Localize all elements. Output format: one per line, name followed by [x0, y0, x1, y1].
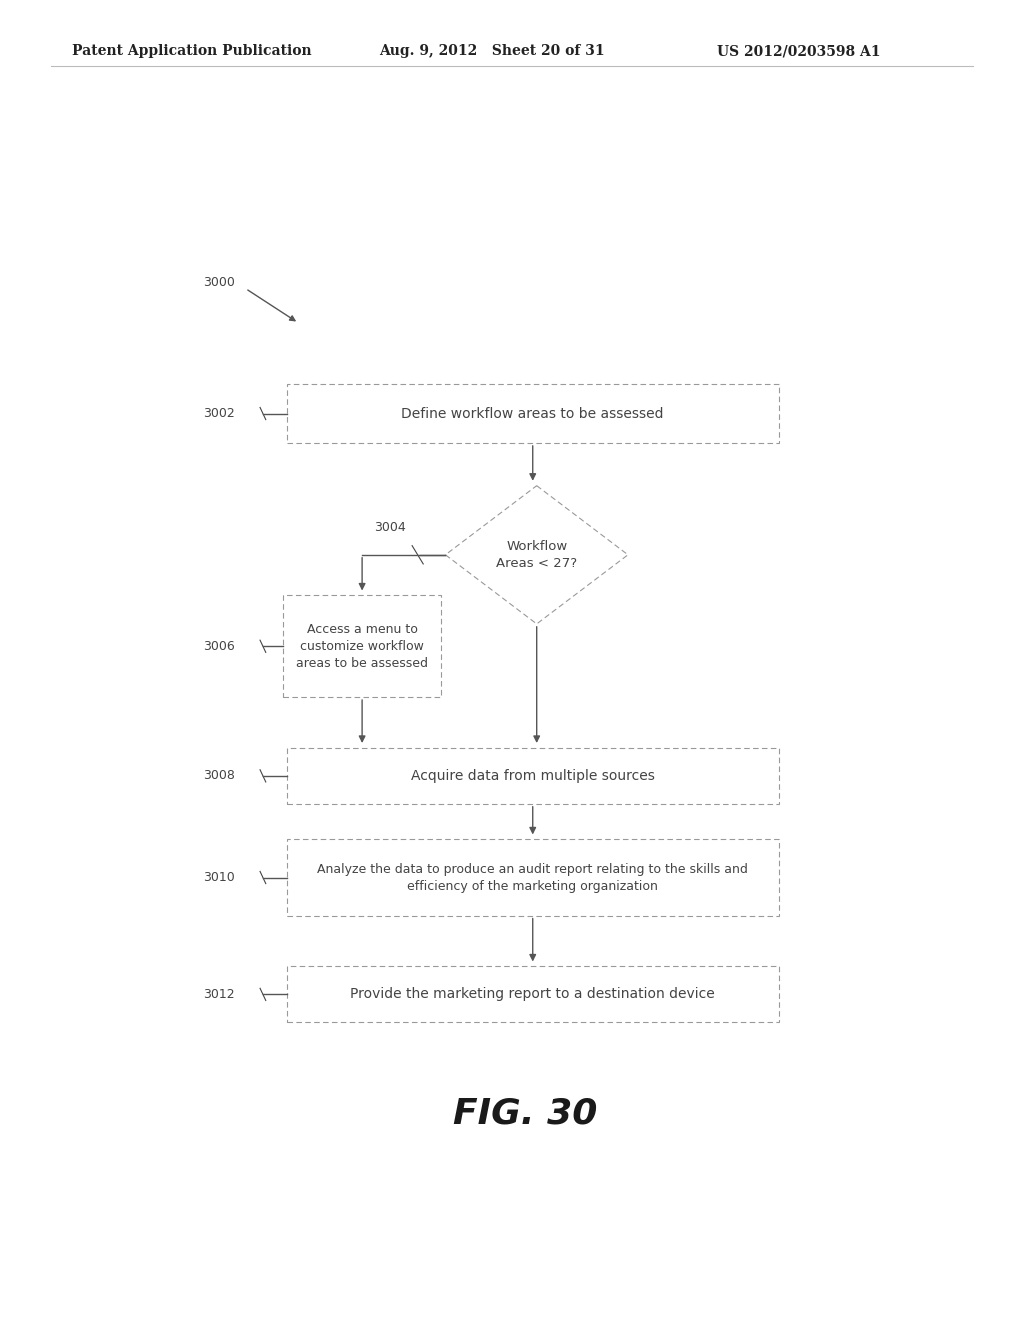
Text: FIG. 30: FIG. 30 — [453, 1097, 597, 1131]
Polygon shape — [445, 486, 628, 624]
Text: Patent Application Publication: Patent Application Publication — [72, 45, 311, 58]
Text: Provide the marketing report to a destination device: Provide the marketing report to a destin… — [350, 987, 715, 1002]
Text: Workflow
Areas < 27?: Workflow Areas < 27? — [497, 540, 578, 570]
Text: 3012: 3012 — [204, 987, 236, 1001]
Text: Acquire data from multiple sources: Acquire data from multiple sources — [411, 768, 654, 783]
Text: Define workflow areas to be assessed: Define workflow areas to be assessed — [401, 407, 664, 421]
FancyBboxPatch shape — [287, 966, 779, 1022]
FancyBboxPatch shape — [287, 840, 779, 916]
Text: Access a menu to
customize workflow
areas to be assessed: Access a menu to customize workflow area… — [296, 623, 428, 669]
Text: 3000: 3000 — [204, 276, 236, 289]
Text: Analyze the data to produce an audit report relating to the skills and
efficienc: Analyze the data to produce an audit rep… — [317, 862, 749, 892]
Text: US 2012/0203598 A1: US 2012/0203598 A1 — [717, 45, 881, 58]
Text: Aug. 9, 2012   Sheet 20 of 31: Aug. 9, 2012 Sheet 20 of 31 — [379, 45, 604, 58]
Text: 3006: 3006 — [204, 640, 236, 653]
FancyBboxPatch shape — [283, 595, 441, 697]
FancyBboxPatch shape — [287, 384, 779, 444]
Text: 3004: 3004 — [374, 520, 406, 533]
FancyBboxPatch shape — [287, 748, 779, 804]
Text: 3010: 3010 — [204, 871, 236, 884]
Text: 3002: 3002 — [204, 407, 236, 420]
Text: 3008: 3008 — [204, 770, 236, 783]
